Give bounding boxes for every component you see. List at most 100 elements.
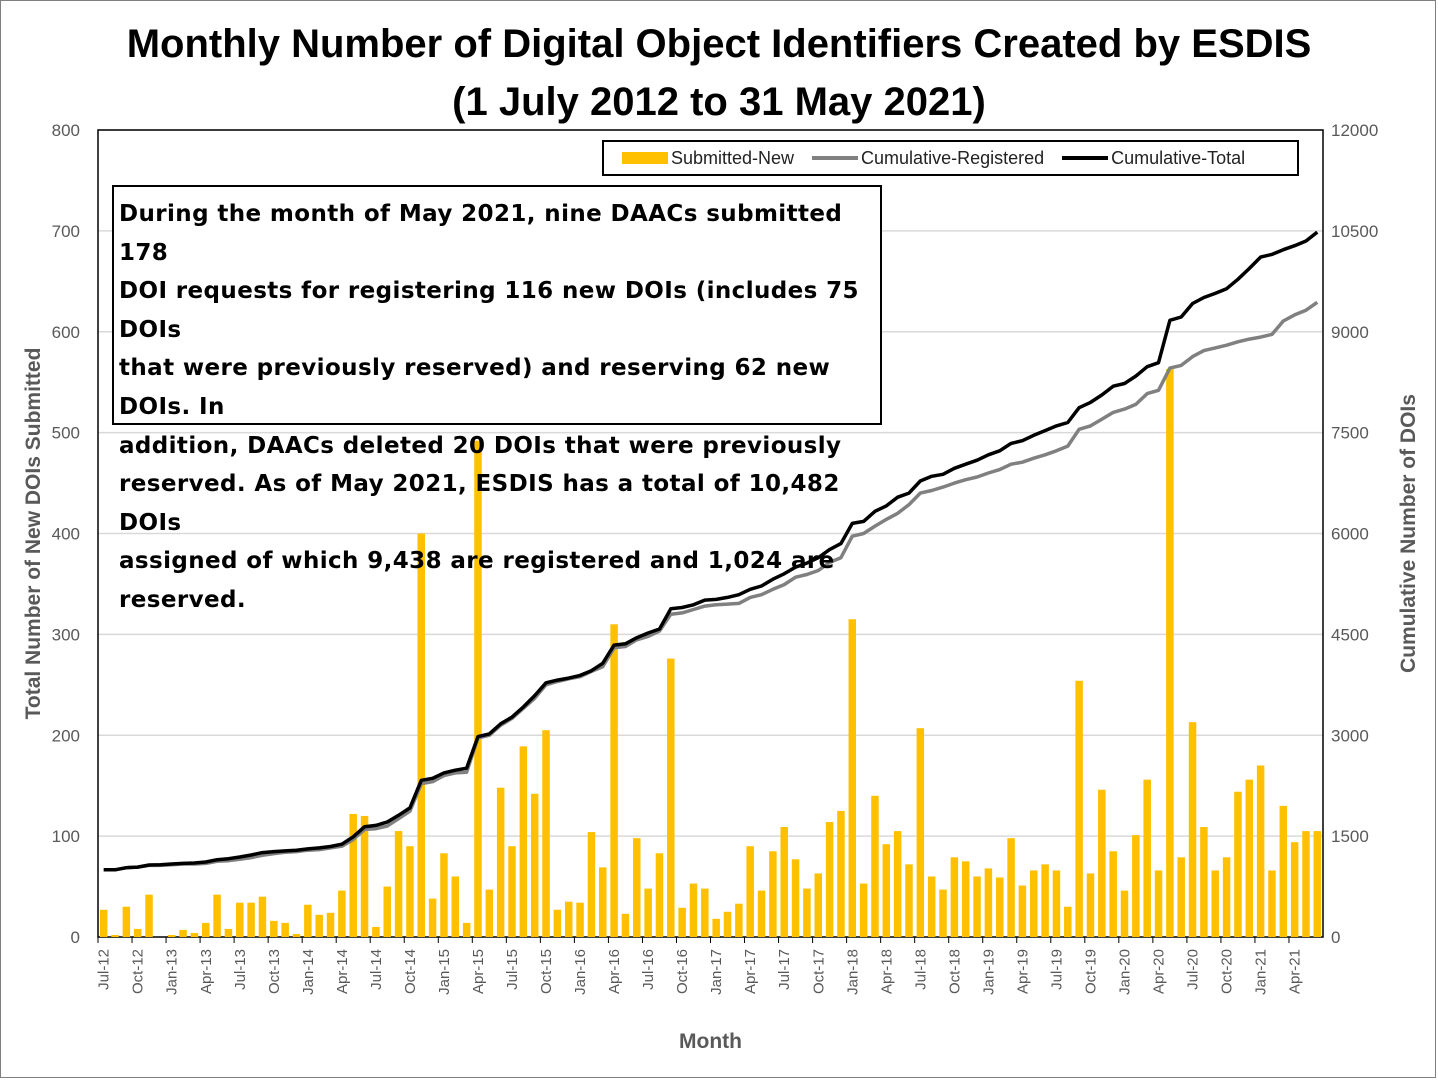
bar-submitted-new bbox=[599, 867, 607, 937]
y-tick-label: 800 bbox=[52, 121, 80, 140]
bar-submitted-new bbox=[848, 619, 857, 937]
x-tick-label: Jul-19 bbox=[1048, 949, 1065, 990]
x-tick-label: Apr-14 bbox=[334, 949, 351, 994]
bar-submitted-new bbox=[859, 883, 868, 937]
legend-swatch-bar bbox=[622, 152, 668, 164]
legend-item-submitted-new: Submitted-New bbox=[622, 148, 794, 169]
x-tick-label: Jul-15 bbox=[504, 949, 521, 990]
bar-submitted-new bbox=[701, 888, 709, 937]
bar-submitted-new bbox=[1222, 857, 1231, 937]
x-tick-label: Jul-12 bbox=[96, 949, 113, 990]
bar-submitted-new bbox=[428, 898, 437, 937]
bar-submitted-new bbox=[474, 440, 482, 937]
bar-submitted-new bbox=[1256, 765, 1265, 937]
x-tick-label: Oct-13 bbox=[266, 949, 283, 994]
bar-submitted-new bbox=[1313, 831, 1322, 937]
bar-submitted-new bbox=[678, 907, 686, 937]
bar-submitted-new bbox=[179, 929, 187, 937]
x-tick-label: Oct-20 bbox=[1219, 949, 1236, 994]
bar-submitted-new bbox=[440, 853, 448, 937]
bar-submitted-new bbox=[508, 846, 516, 937]
bar-submitted-new bbox=[1166, 369, 1174, 938]
bar-submitted-new bbox=[1177, 857, 1185, 937]
bar-submitted-new bbox=[1279, 805, 1288, 937]
bar-submitted-new bbox=[825, 822, 834, 937]
bar-submitted-new bbox=[973, 876, 981, 937]
bar-submitted-new bbox=[224, 928, 233, 937]
x-tick-label: Apr-17 bbox=[742, 949, 759, 994]
x-tick-label: Apr-15 bbox=[470, 949, 487, 994]
x-tick-label: Jul-16 bbox=[640, 949, 657, 990]
bar-submitted-new bbox=[1234, 791, 1242, 937]
bar-submitted-new bbox=[372, 926, 380, 937]
bar-submitted-new bbox=[394, 831, 403, 937]
y2-tick-label: 1500 bbox=[1331, 827, 1369, 846]
x-tick-label: Jan-18 bbox=[844, 949, 861, 995]
bar-submitted-new bbox=[304, 904, 312, 937]
bar-submitted-new bbox=[587, 832, 596, 937]
bar-submitted-new bbox=[1268, 870, 1276, 937]
x-tick-label: Jul-17 bbox=[776, 949, 793, 990]
bar-submitted-new bbox=[564, 901, 573, 937]
y-tick-label: 300 bbox=[52, 625, 80, 644]
bar-submitted-new bbox=[712, 918, 720, 937]
bar-submitted-new bbox=[247, 902, 255, 937]
legend-label-cumulative-total: Cumulative-Total bbox=[1111, 147, 1246, 168]
bar-submitted-new bbox=[326, 912, 335, 937]
x-tick-label: Jul-14 bbox=[368, 949, 385, 990]
x-tick-label: Jan-16 bbox=[572, 949, 589, 995]
annotation-line: assigned of which 9,438 are registered a… bbox=[119, 548, 835, 613]
x-axis-title: Month bbox=[679, 1030, 742, 1053]
x-tick-label: Jan-15 bbox=[436, 949, 453, 995]
bar-submitted-new bbox=[871, 795, 879, 937]
bar-submitted-new bbox=[496, 787, 505, 937]
bar-submitted-new bbox=[190, 932, 199, 937]
x-tick-label: Apr-18 bbox=[878, 949, 895, 994]
bar-submitted-new bbox=[837, 810, 845, 937]
bar-submitted-new bbox=[610, 624, 618, 937]
bar-submitted-new bbox=[939, 889, 947, 937]
bar-submitted-new bbox=[99, 909, 108, 937]
bar-submitted-new bbox=[349, 813, 357, 937]
legend-item-cumulative-registered: Cumulative-Registered bbox=[812, 148, 1044, 169]
x-tick-label: Oct-16 bbox=[674, 949, 691, 994]
y-tick-label: 400 bbox=[52, 525, 80, 544]
bar-submitted-new bbox=[1143, 779, 1151, 937]
x-tick-label: Jan-20 bbox=[1117, 949, 1134, 995]
x-tick-label: Oct-14 bbox=[402, 949, 419, 994]
bar-submitted-new bbox=[950, 857, 959, 937]
bar-submitted-new bbox=[1120, 890, 1129, 937]
x-tick-label: Oct-18 bbox=[946, 949, 963, 994]
bar-submitted-new bbox=[576, 902, 584, 937]
bar-submitted-new bbox=[916, 728, 925, 937]
bar-submitted-new bbox=[1211, 870, 1219, 937]
x-tick-label: Apr-19 bbox=[1014, 949, 1031, 994]
bar-submitted-new bbox=[462, 922, 471, 937]
legend-swatch-total-line bbox=[1062, 156, 1109, 160]
bar-submitted-new bbox=[814, 873, 822, 937]
legend-label-cumulative-registered: Cumulative-Registered bbox=[861, 147, 1045, 168]
bar-submitted-new bbox=[1007, 838, 1015, 937]
bar-submitted-new bbox=[1245, 779, 1254, 937]
chart-title-line-2: (1 July 2012 to 31 May 2021) bbox=[452, 80, 986, 124]
bar-submitted-new bbox=[769, 851, 777, 937]
bar-submitted-new bbox=[1086, 873, 1095, 937]
y2-tick-label: 12000 bbox=[1331, 121, 1378, 140]
annotation-line: During the month of May 2021, nine DAACs… bbox=[119, 201, 843, 266]
bar-submitted-new bbox=[1109, 851, 1117, 937]
x-tick-label: Jan-13 bbox=[164, 949, 181, 995]
x-tick-label: Apr-20 bbox=[1151, 949, 1168, 994]
bar-submitted-new bbox=[270, 920, 278, 937]
bar-submitted-new bbox=[689, 883, 698, 937]
bar-submitted-new bbox=[1290, 842, 1299, 937]
bar-submitted-new bbox=[1041, 864, 1049, 937]
x-tick-label: Apr-13 bbox=[198, 949, 215, 994]
y-tick-label: 0 bbox=[71, 928, 80, 947]
legend-swatch-registered-line bbox=[812, 156, 859, 160]
annotation-line: DOI requests for registering 116 new DOI… bbox=[119, 278, 859, 343]
bar-submitted-new bbox=[655, 853, 664, 937]
bar-submitted-new bbox=[757, 890, 766, 937]
x-tick-label: Apr-21 bbox=[1287, 949, 1304, 994]
bar-submitted-new bbox=[1098, 789, 1106, 937]
bar-submitted-new bbox=[530, 793, 539, 937]
